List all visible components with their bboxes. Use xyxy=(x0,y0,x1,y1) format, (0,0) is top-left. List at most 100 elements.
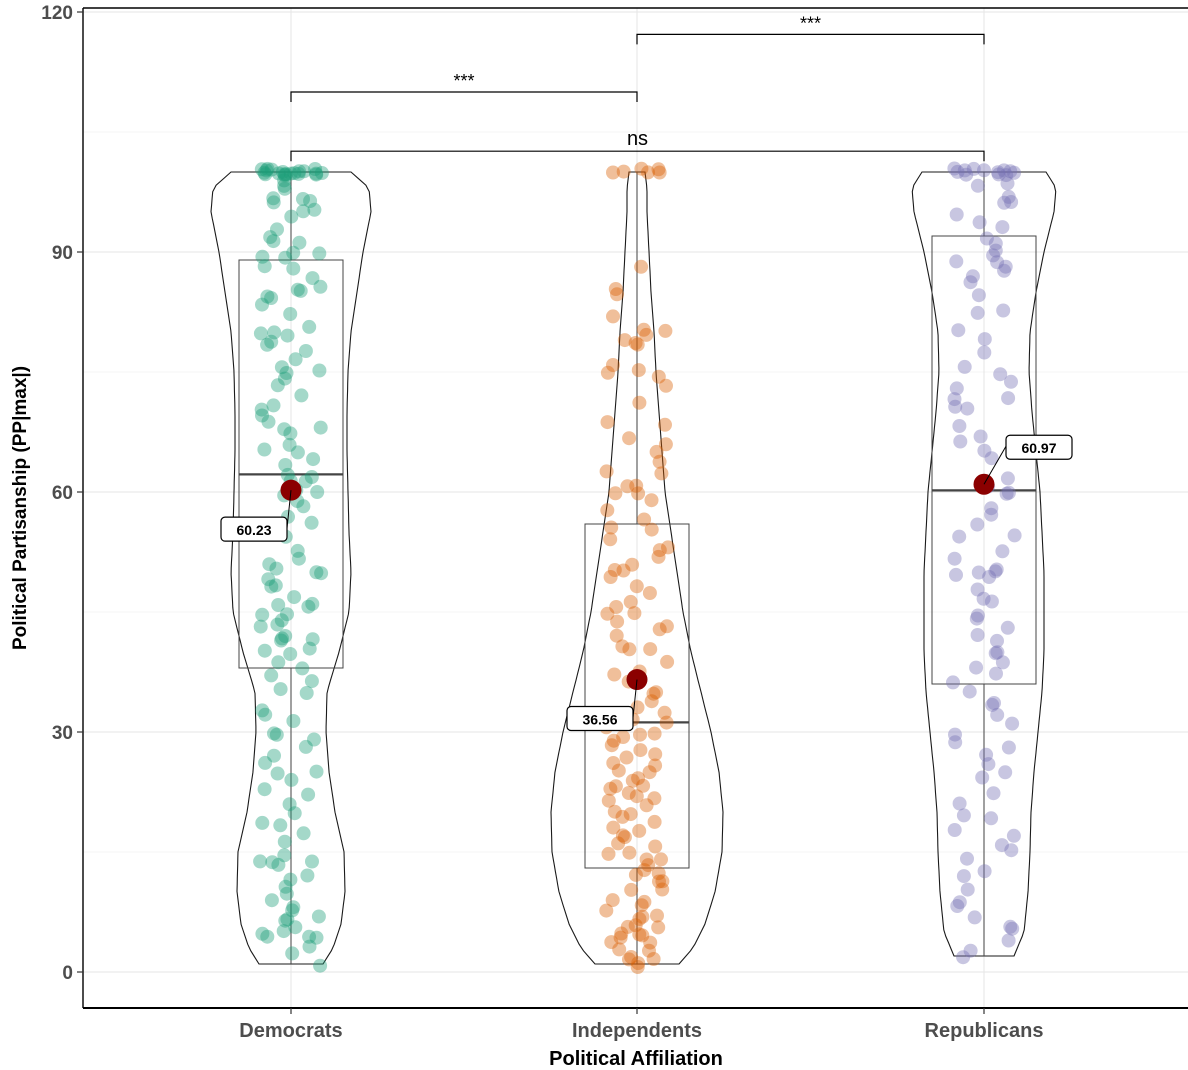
data-point xyxy=(1005,921,1020,936)
data-point xyxy=(969,660,984,675)
data-point xyxy=(263,230,278,245)
data-point xyxy=(636,778,651,793)
data-point xyxy=(258,707,273,722)
data-point xyxy=(313,958,328,973)
data-point xyxy=(266,234,281,249)
data-point xyxy=(634,898,649,913)
data-point xyxy=(616,164,631,179)
data-point xyxy=(634,161,649,176)
data-point xyxy=(627,606,642,621)
data-point xyxy=(641,858,656,873)
data-point xyxy=(657,705,672,720)
data-point xyxy=(278,629,293,643)
data-point xyxy=(617,830,632,845)
data-point xyxy=(956,869,971,884)
data-point xyxy=(647,726,662,741)
data-point xyxy=(986,786,1001,801)
data-point xyxy=(1000,620,1015,635)
data-point xyxy=(995,220,1010,235)
data-point xyxy=(999,486,1014,501)
data-point xyxy=(286,714,301,728)
data-point xyxy=(988,243,1003,258)
data-point xyxy=(285,946,300,961)
data-point xyxy=(283,872,298,887)
data-point xyxy=(611,763,626,778)
data-point xyxy=(637,863,652,878)
data-point xyxy=(957,163,972,178)
data-point xyxy=(305,632,320,647)
significance-label: *** xyxy=(800,13,821,33)
data-point xyxy=(271,166,286,181)
mean-markers: 60.23 36.56 60.97 xyxy=(220,434,1073,732)
data-point xyxy=(283,647,298,661)
data-point xyxy=(970,517,985,532)
y-tick-label: 60 xyxy=(52,483,73,504)
data-point xyxy=(276,924,291,939)
data-point xyxy=(963,943,978,958)
data-point xyxy=(976,591,991,606)
data-point xyxy=(283,166,298,181)
data-point xyxy=(637,512,652,527)
data-point xyxy=(991,167,1006,182)
data-point xyxy=(997,163,1011,178)
data-point xyxy=(307,202,322,217)
data-point xyxy=(956,808,971,823)
data-point xyxy=(261,572,276,587)
data-point xyxy=(620,479,635,494)
data-point xyxy=(310,485,325,499)
data-point xyxy=(990,633,1004,648)
data-point xyxy=(255,249,270,264)
data-point xyxy=(280,467,295,482)
data-point xyxy=(287,166,302,181)
data-point xyxy=(278,879,293,894)
data-point xyxy=(283,426,298,441)
significance-bracket xyxy=(290,91,638,102)
data-point xyxy=(257,165,272,180)
data-point xyxy=(306,452,321,467)
data-point xyxy=(651,369,666,384)
data-point xyxy=(655,874,670,889)
data-point xyxy=(623,807,638,822)
data-point xyxy=(946,675,960,690)
data-point xyxy=(651,162,666,177)
data-point xyxy=(607,804,622,819)
data-point xyxy=(279,167,294,182)
data-point xyxy=(984,501,999,516)
data-point xyxy=(313,420,328,435)
data-point xyxy=(271,857,286,872)
data-point xyxy=(260,929,275,944)
significance-brackets: *** *** ns xyxy=(290,13,985,162)
data-point xyxy=(257,442,272,457)
data-point xyxy=(253,854,268,869)
data-point xyxy=(646,952,661,966)
data-point xyxy=(622,431,637,446)
data-point xyxy=(632,395,647,410)
data-point xyxy=(612,942,627,957)
data-point xyxy=(253,619,268,634)
data-point xyxy=(625,557,640,572)
data-point xyxy=(970,305,985,320)
data-point xyxy=(641,165,655,180)
data-point xyxy=(622,952,636,967)
data-point xyxy=(287,590,302,605)
significance-bracket xyxy=(290,150,985,162)
data-point xyxy=(984,594,999,609)
data-point xyxy=(647,791,662,806)
data-point xyxy=(305,854,319,869)
data-point xyxy=(305,596,320,611)
data-point xyxy=(970,178,985,193)
data-point xyxy=(644,493,659,508)
data-point xyxy=(952,529,967,544)
significance-label: *** xyxy=(453,71,474,91)
data-point xyxy=(264,668,279,683)
data-point xyxy=(264,893,279,908)
data-point xyxy=(270,378,285,393)
data-point xyxy=(639,798,654,813)
box-independents xyxy=(584,523,690,869)
data-point xyxy=(312,363,327,378)
data-point xyxy=(613,930,628,945)
data-point xyxy=(947,823,962,837)
data-point xyxy=(262,557,277,572)
data-point xyxy=(304,515,319,530)
data-point xyxy=(972,215,987,230)
